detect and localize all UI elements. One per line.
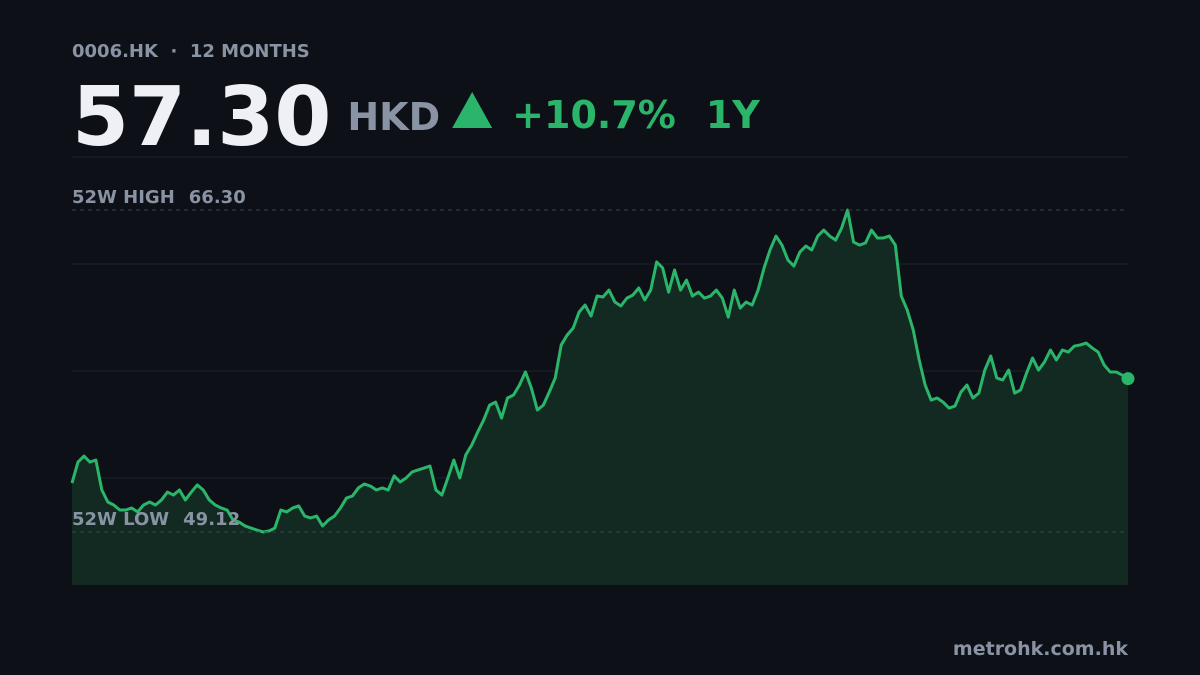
source: metrohk.com.hk — [953, 638, 1128, 660]
header: 0006.HK · 12 MONTHS — [72, 41, 310, 62]
change: +10.7% — [512, 93, 676, 137]
price: 57.30 — [72, 70, 331, 165]
reference-name: 52W HIGH — [72, 187, 175, 208]
range: 1Y — [706, 93, 760, 137]
up-triangle — [452, 92, 493, 128]
reference-value: 66.30 — [189, 187, 246, 208]
area — [72, 210, 1128, 585]
price-line — [70, 208, 1129, 534]
last-point — [1121, 372, 1135, 386]
reference-value: 49.12 — [183, 509, 240, 530]
reference-name: 52W LOW — [72, 509, 169, 530]
currency: HKD — [347, 95, 440, 139]
